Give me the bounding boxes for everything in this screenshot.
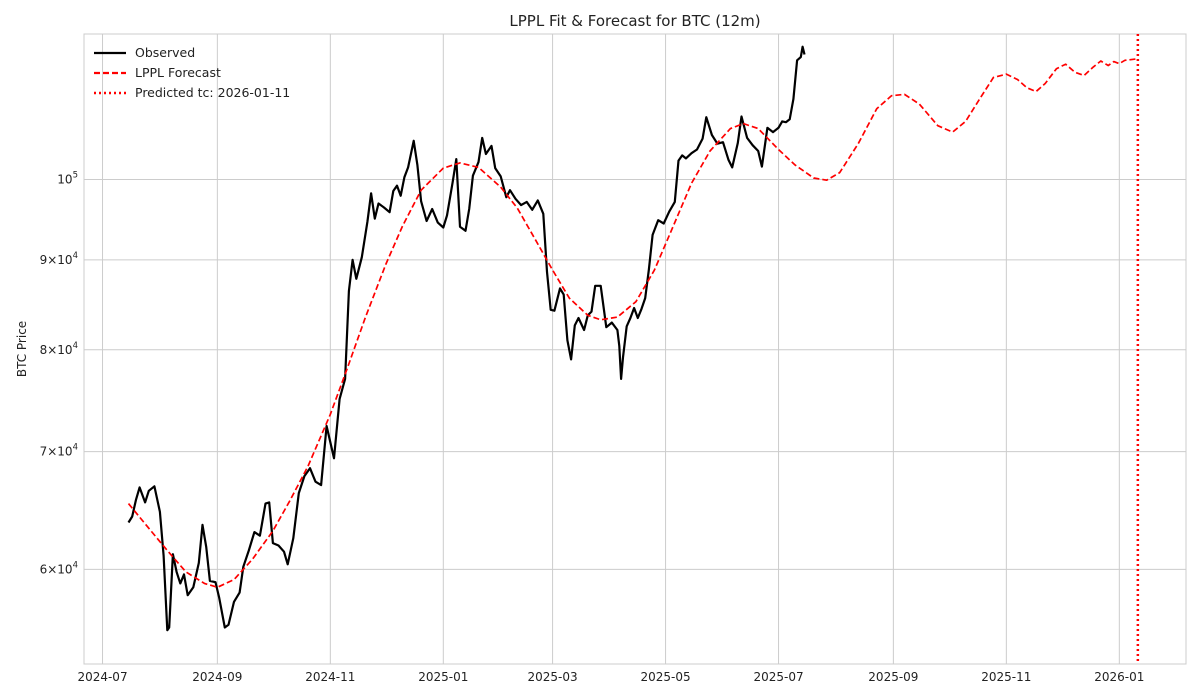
- legend-label: LPPL Forecast: [135, 65, 221, 80]
- grid-lines: [84, 34, 1186, 664]
- x-tick-label: 2026-01: [1094, 670, 1144, 684]
- y-tick-label: 105: [57, 170, 78, 186]
- y-axis-label: BTC Price: [15, 321, 29, 377]
- x-tick-label: 2025-01: [418, 670, 468, 684]
- x-tick-label: 2025-05: [640, 670, 690, 684]
- x-tick-label: 2025-07: [753, 670, 803, 684]
- legend: Observed LPPL Forecast Predicted tc: 2026-…: [94, 45, 290, 100]
- x-tick-label: 2024-11: [305, 670, 355, 684]
- x-tick-label: 2024-09: [192, 670, 242, 684]
- chart-title: LPPL Fit & Forecast for BTC (12m): [509, 12, 760, 30]
- x-tick-labels: 2024-07 2024-09 2024-11 2025-01 2025-03 2025-…: [77, 670, 1144, 684]
- series-layer: [127, 34, 1140, 664]
- y-tick-labels: 6×104 7×104 8×104 9×104 105: [40, 170, 78, 576]
- y-tick-label: 8×104: [40, 341, 78, 357]
- lppl-forecast-line: [127, 58, 1137, 589]
- observed-series-line: [127, 45, 806, 632]
- x-tick-label: 2025-03: [528, 670, 578, 684]
- legend-label: Observed: [135, 45, 195, 60]
- x-tick-label: 2025-09: [868, 670, 918, 684]
- plot-frame: [83, 33, 1187, 665]
- y-tick-label: 7×104: [40, 443, 78, 459]
- legend-label: Predicted tc: 2026-01-11: [135, 85, 290, 100]
- y-tick-label: 9×104: [40, 251, 78, 267]
- y-tick-label: 6×104: [40, 560, 78, 576]
- x-tick-label: 2024-07: [77, 670, 127, 684]
- x-tick-label: 2025-11: [981, 670, 1031, 684]
